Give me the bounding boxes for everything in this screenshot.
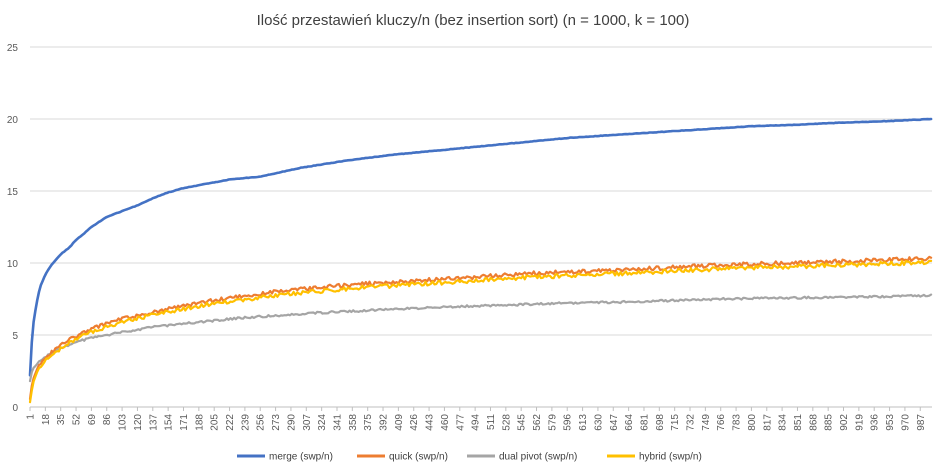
x-tick-label: 664	[624, 414, 635, 431]
x-tick-label: 205	[210, 414, 221, 431]
x-tick-label: 426	[409, 414, 420, 431]
x-tick-label: 953	[885, 414, 896, 431]
x-tick-label: 171	[179, 414, 190, 431]
x-tick-label: 681	[639, 414, 650, 431]
x-tick-label: 749	[701, 414, 712, 431]
x-tick-label: 256	[256, 414, 267, 431]
x-tick-label: 630	[593, 414, 604, 431]
x-tick-label: 494	[471, 414, 482, 431]
x-tick-label: 103	[118, 414, 129, 431]
x-tick-label: 919	[854, 414, 865, 431]
x-tick-label: 324	[317, 414, 328, 431]
x-tick-label: 477	[455, 414, 466, 431]
x-tick-label: 970	[900, 414, 911, 431]
x-axis: 1 18 35 52 69 86 103 120 137 154 171 188 205 222 239 25…	[26, 406, 932, 431]
x-tick-label: 834	[778, 414, 789, 431]
x-tick-label: 545	[517, 414, 528, 431]
y-tick-label: 5	[12, 331, 18, 342]
x-tick-label: 528	[501, 414, 512, 431]
x-tick-label: 1	[26, 414, 37, 420]
x-tick-label: 511	[486, 414, 497, 430]
x-tick-label: 817	[762, 414, 773, 431]
x-tick-label: 732	[686, 414, 697, 431]
x-tick-label: 579	[547, 414, 558, 431]
x-tick-label: 154	[164, 414, 175, 431]
x-tick-label: 137	[148, 414, 159, 431]
series-line-hybrid	[28, 259, 933, 404]
x-tick-label: 188	[194, 414, 205, 431]
x-tick-label: 52	[72, 414, 83, 426]
x-tick-label: 409	[394, 414, 405, 431]
x-tick-label: 375	[363, 414, 374, 431]
y-tick-label: 0	[12, 403, 18, 414]
x-tick-label: 936	[870, 414, 881, 431]
x-tick-label: 562	[532, 414, 543, 431]
legend-entry-label: merge (swp/n)	[269, 452, 333, 463]
x-tick-label: 307	[302, 414, 313, 431]
y-tick-label: 25	[7, 43, 19, 54]
x-tick-label: 596	[563, 414, 574, 431]
x-tick-label: 443	[425, 414, 436, 431]
x-tick-label: 783	[732, 414, 743, 431]
x-tick-label: 18	[41, 414, 52, 426]
y-tick-label: 10	[7, 259, 19, 270]
legend-entry-label: dual pivot (swp/n)	[499, 452, 577, 463]
x-tick-label: 647	[609, 414, 620, 431]
y-axis: 0 5 10 15 20 25	[7, 43, 19, 414]
x-tick-label: 851	[793, 414, 804, 431]
x-tick-label: 341	[332, 414, 343, 431]
legend: merge (swp/n) quick (swp/n) dual pivot (sw…	[237, 452, 702, 463]
x-tick-label: 800	[747, 414, 758, 431]
series-line-merge	[28, 117, 933, 377]
x-tick-label: 715	[670, 414, 681, 431]
x-tick-label: 35	[56, 414, 67, 426]
x-tick-label: 987	[916, 414, 927, 431]
y-tick-label: 20	[7, 115, 19, 126]
x-tick-label: 868	[808, 414, 819, 431]
legend-entry-label: quick (swp/n)	[389, 452, 448, 463]
x-tick-label: 698	[655, 414, 666, 431]
x-tick-label: 613	[578, 414, 589, 431]
x-tick-label: 290	[286, 414, 297, 431]
chart-title: Ilość przestawień kluczy/n (bez insertio…	[257, 12, 690, 29]
x-tick-label: 273	[271, 414, 282, 431]
series-line-quick	[28, 255, 933, 401]
x-tick-label: 902	[839, 414, 850, 431]
legend-entry-label: hybrid (swp/n)	[639, 452, 702, 463]
x-tick-label: 239	[240, 414, 251, 431]
x-tick-label: 392	[379, 414, 390, 431]
y-tick-label: 15	[7, 187, 19, 198]
x-tick-label: 120	[133, 414, 144, 431]
x-tick-label: 358	[348, 414, 359, 431]
x-tick-label: 86	[102, 414, 113, 426]
x-tick-label: 766	[716, 414, 727, 431]
x-tick-label: 69	[87, 414, 98, 426]
series-lines	[28, 117, 933, 404]
x-tick-label: 222	[225, 414, 236, 431]
x-tick-label: 885	[824, 414, 835, 431]
x-tick-label: 460	[440, 414, 451, 431]
gridlines	[30, 46, 932, 408]
series-line-dual	[28, 293, 933, 383]
